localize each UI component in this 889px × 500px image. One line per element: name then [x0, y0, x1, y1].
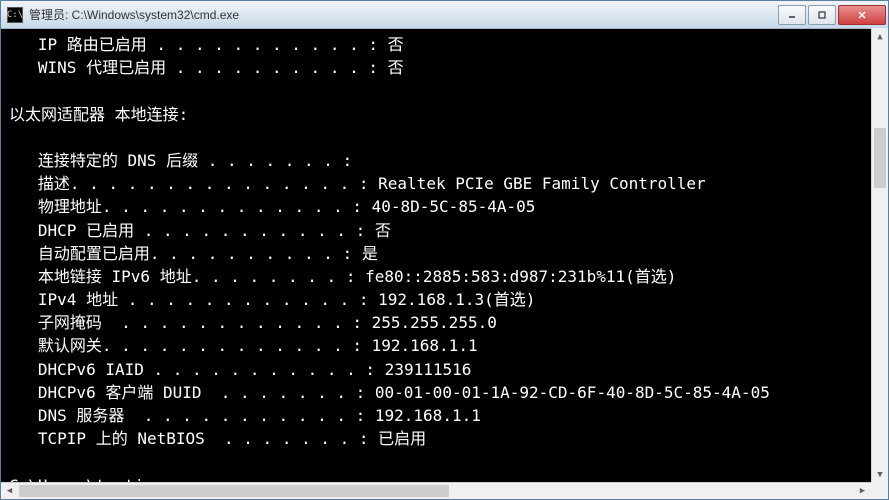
terminal-line	[9, 126, 880, 149]
terminal-line: TCPIP 上的 NetBIOS . . . . . . . : 已启用	[9, 427, 880, 450]
maximize-button[interactable]	[808, 5, 836, 25]
horizontal-scroll-thumb[interactable]	[19, 485, 449, 497]
minimize-button[interactable]	[778, 5, 806, 25]
titlebar[interactable]: C:\ 管理员: C:\Windows\system32\cmd.exe	[1, 1, 888, 29]
terminal-line: IPv4 地址 . . . . . . . . . . . . : 192.16…	[9, 288, 880, 311]
terminal-line: 默认网关. . . . . . . . . . . . . : 192.168.…	[9, 334, 880, 357]
terminal-line: 子网掩码 . . . . . . . . . . . . : 255.255.2…	[9, 311, 880, 334]
terminal-line: 本地链接 IPv6 地址. . . . . . . . : fe80::2885…	[9, 265, 880, 288]
scroll-right-icon[interactable]: ▶	[854, 483, 871, 499]
terminal-line: 自动配置已启用. . . . . . . . . . : 是	[9, 242, 880, 265]
terminal-line: IP 路由已启用 . . . . . . . . . . . : 否	[9, 33, 880, 56]
terminal-line: 物理地址. . . . . . . . . . . . . : 40-8D-5C…	[9, 195, 880, 218]
scroll-up-icon[interactable]: ▲	[872, 28, 888, 45]
terminal-line: DHCPv6 IAID . . . . . . . . . . . : 2391…	[9, 358, 880, 381]
horizontal-scrollbar[interactable]: ◀ ▶	[1, 482, 871, 499]
terminal-output[interactable]: IP 路由已启用 . . . . . . . . . . . : 否 WINS …	[1, 29, 888, 499]
window-title: 管理员: C:\Windows\system32\cmd.exe	[29, 6, 776, 23]
window-controls	[776, 5, 886, 25]
vertical-scrollbar[interactable]: ▲ ▼	[871, 28, 888, 483]
scrollbar-corner	[871, 482, 888, 499]
cmd-window: C:\ 管理员: C:\Windows\system32\cmd.exe IP …	[0, 0, 889, 500]
close-button[interactable]	[838, 5, 886, 25]
terminal-line: WINS 代理已启用 . . . . . . . . . . : 否	[9, 56, 880, 79]
scroll-down-icon[interactable]: ▼	[872, 466, 888, 483]
terminal-line	[9, 450, 880, 473]
terminal-line	[9, 79, 880, 102]
scroll-left-icon[interactable]: ◀	[1, 483, 18, 499]
terminal-line: 以太网适配器 本地连接:	[9, 103, 880, 126]
terminal-line: DHCP 已启用 . . . . . . . . . . . : 否	[9, 219, 880, 242]
terminal-line: DNS 服务器 . . . . . . . . . . . : 192.168.…	[9, 404, 880, 427]
cmd-icon: C:\	[7, 7, 23, 23]
terminal-line: 描述. . . . . . . . . . . . . . . : Realte…	[9, 172, 880, 195]
vertical-scroll-thumb[interactable]	[874, 128, 886, 188]
terminal-line: DHCPv6 客户端 DUID . . . . . . . : 00-01-00…	[9, 381, 880, 404]
terminal-line: 连接特定的 DNS 后缀 . . . . . . . :	[9, 149, 880, 172]
